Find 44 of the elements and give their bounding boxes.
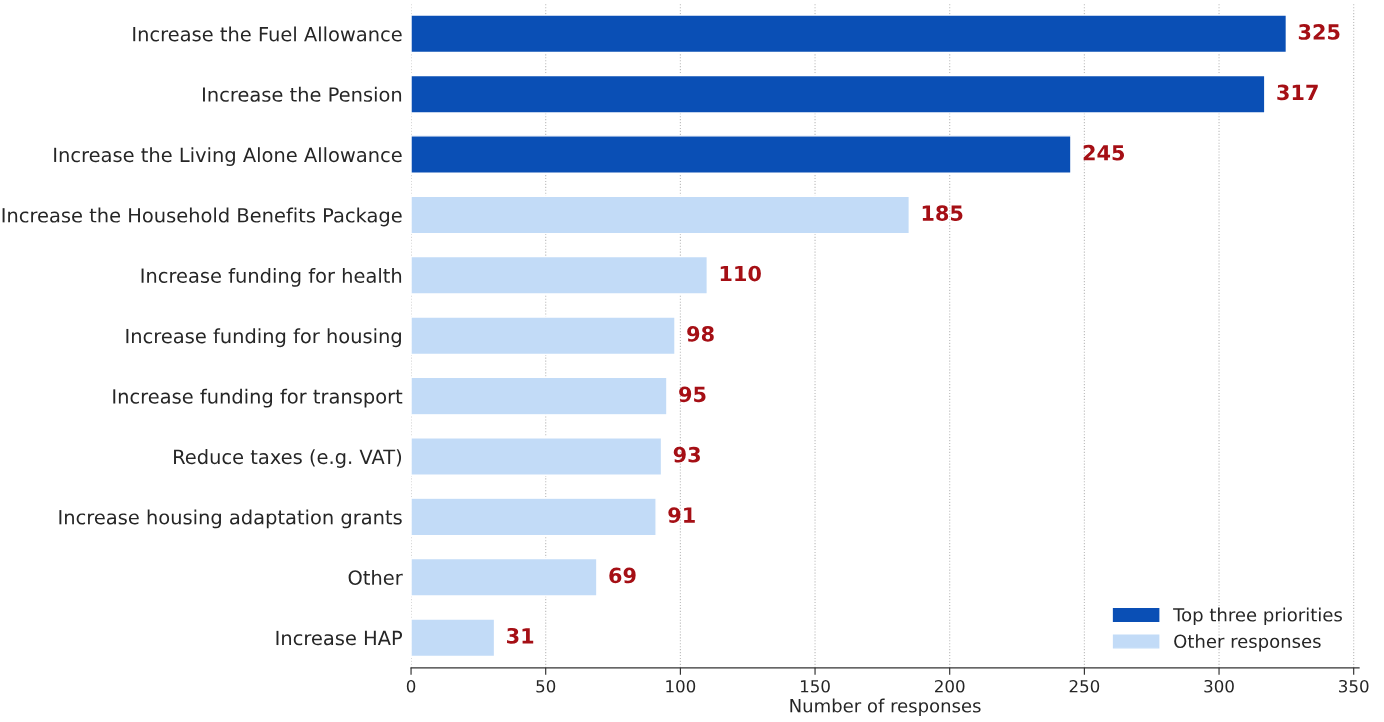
x-tick-label: 200 xyxy=(935,679,965,693)
data-label: 91 xyxy=(668,507,695,523)
bar xyxy=(411,14,1288,54)
y-tick-label: Increase the Living Alone Allowance xyxy=(54,147,402,166)
y-tick-label: Increase the Household Benefits Package xyxy=(2,207,402,227)
x-tick-label: 0 xyxy=(406,679,416,693)
x-tick-label: 250 xyxy=(1069,679,1100,693)
x-tick-label: 300 xyxy=(1204,679,1234,693)
bar xyxy=(411,195,911,235)
bar xyxy=(411,135,1072,174)
x-axis-title: Number of responses xyxy=(790,698,981,717)
data-label: 317 xyxy=(1277,84,1318,101)
y-tick-label: Increase the Pension xyxy=(203,86,402,102)
legend-label: Top three priorities xyxy=(1173,607,1342,626)
bar xyxy=(411,74,1266,114)
bar xyxy=(411,437,663,476)
data-label: 31 xyxy=(507,627,534,644)
x-tick-label: 350 xyxy=(1339,679,1369,693)
bar xyxy=(411,618,496,658)
data-label: 325 xyxy=(1298,24,1340,40)
data-label: 93 xyxy=(673,446,700,463)
x-tick-label: 100 xyxy=(666,679,696,693)
bar xyxy=(411,557,598,597)
bar xyxy=(411,316,676,356)
y-tick-label: Other xyxy=(348,569,403,585)
legend-label: Other responses xyxy=(1174,634,1321,652)
y-tick-label: Increase funding for transport xyxy=(113,388,403,408)
y-tick-label: Increase the Fuel Allowance xyxy=(133,26,402,42)
bar xyxy=(411,376,668,416)
data-label: 245 xyxy=(1083,144,1125,161)
data-label: 95 xyxy=(679,386,706,403)
y-tick-label: Increase housing adaptation grants xyxy=(59,509,402,529)
data-label: 98 xyxy=(687,326,714,342)
bar xyxy=(411,255,709,295)
x-tick-label: 50 xyxy=(536,679,556,693)
y-tick-label: Increase HAP xyxy=(276,630,403,646)
x-tick-label: 150 xyxy=(800,679,830,693)
y-tick-label: Increase funding for housing xyxy=(126,328,401,348)
data-label: 185 xyxy=(922,205,963,221)
y-tick-label: Increase funding for health xyxy=(141,267,402,287)
y-tick-label: Reduce taxes (e.g. VAT) xyxy=(174,449,402,468)
bar xyxy=(411,497,657,537)
data-label: 110 xyxy=(720,265,761,282)
data-label: 69 xyxy=(609,567,636,584)
